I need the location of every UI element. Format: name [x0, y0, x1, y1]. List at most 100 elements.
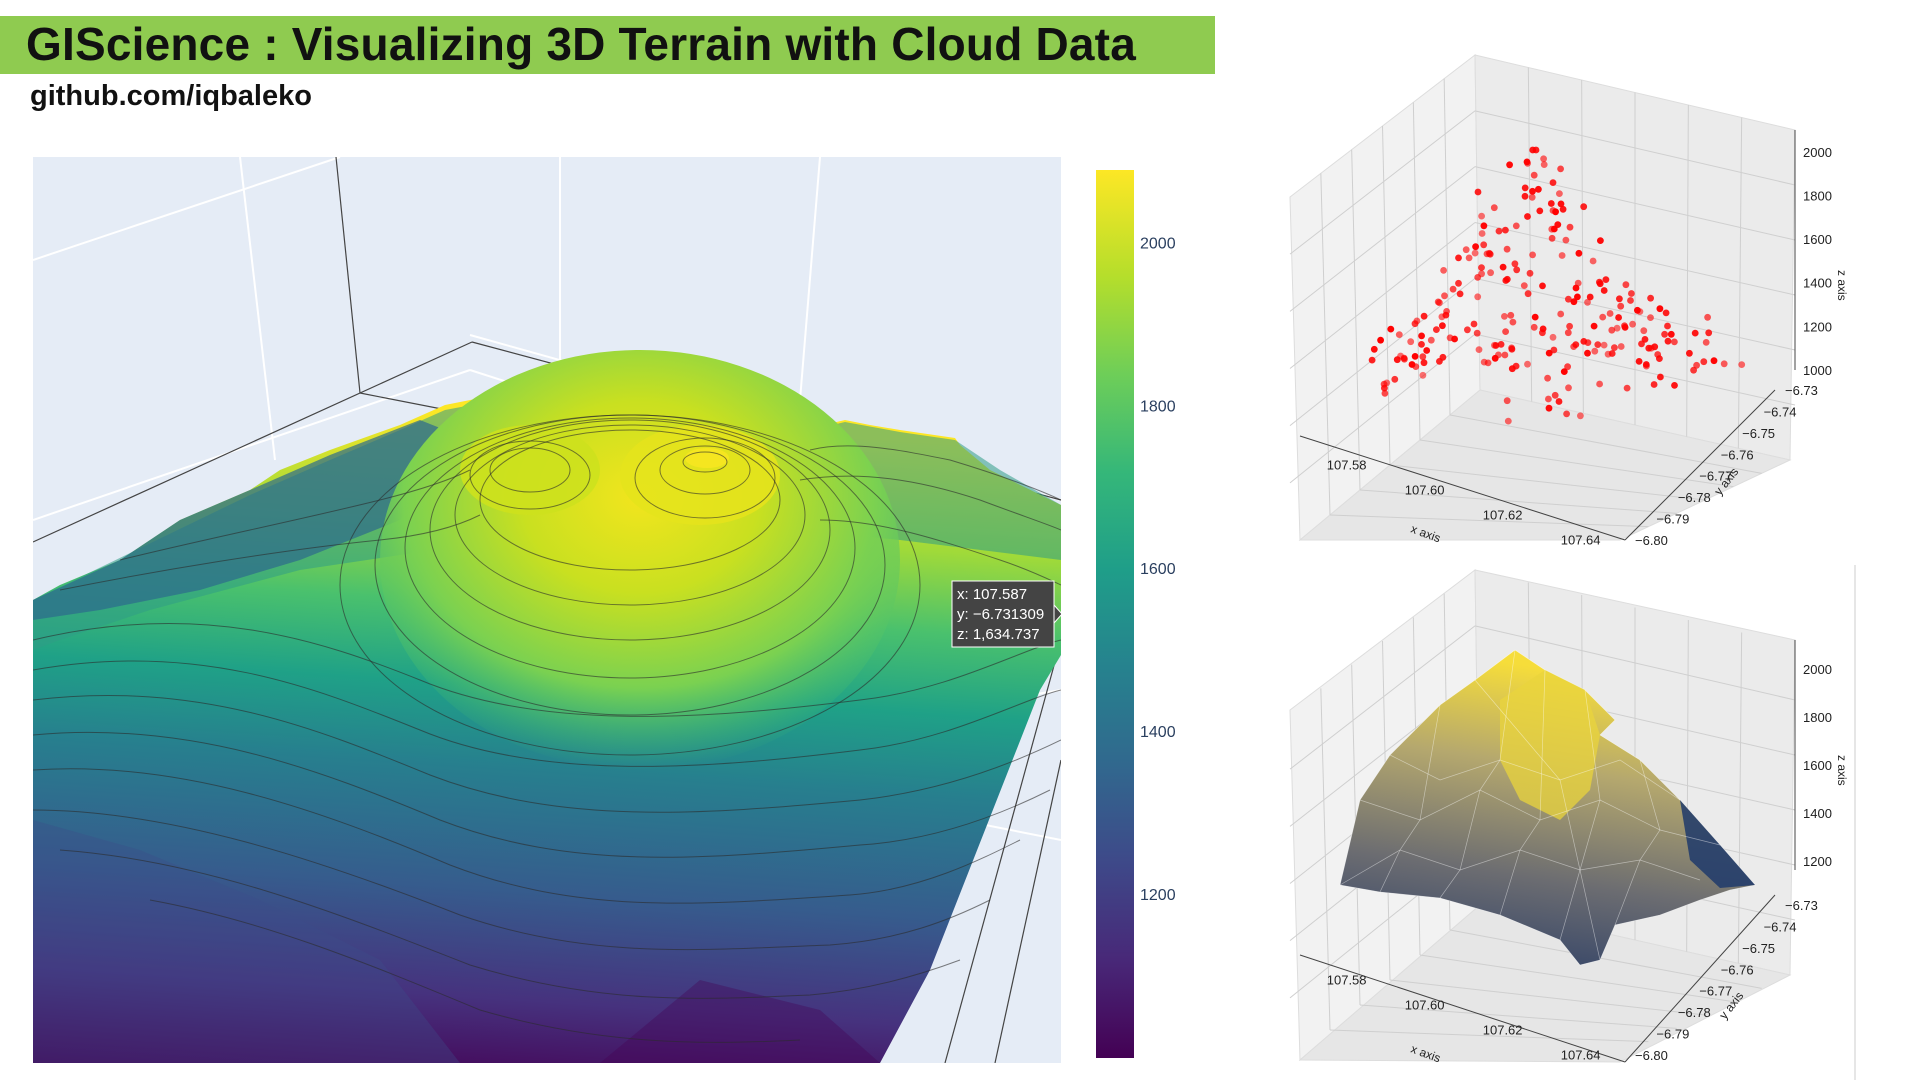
scatter-point [1539, 329, 1546, 337]
sc-z-tick-label: 1800 [1803, 188, 1832, 203]
sc-y-tick-label: −6.80 [1635, 533, 1668, 548]
surface-plot[interactable]: x: 107.587 y: −6.731309 z: 1,634.737 200… [33, 157, 1176, 1063]
scatter-point [1704, 313, 1711, 321]
scatter-point [1441, 292, 1448, 300]
tr-z-tick-label: 1800 [1803, 710, 1832, 725]
scatter-point [1575, 249, 1583, 257]
scatter-point [1381, 384, 1388, 392]
scatter-point [1657, 373, 1664, 381]
scatter-point [1661, 330, 1668, 338]
scatter-point [1650, 381, 1658, 388]
trisurf-x-ticks: 107.58 107.60 107.62 107.64 [1327, 973, 1601, 1063]
scatter-point [1622, 281, 1630, 289]
scatter-point [1465, 254, 1473, 262]
scatter-point [1562, 236, 1570, 244]
colorbar-tick-label: 1800 [1140, 398, 1176, 415]
scatter-point [1381, 390, 1389, 397]
scatter-point [1440, 267, 1447, 274]
scatter-point [1530, 171, 1538, 179]
colorbar-tick-label: 1400 [1140, 724, 1176, 741]
scatter-point [1738, 361, 1746, 368]
scatter-point [1690, 366, 1697, 374]
tr-x-tick-label: 107.60 [1405, 998, 1445, 1013]
scatter-point [1651, 343, 1659, 351]
sc-x-tick-label: 107.60 [1405, 483, 1445, 498]
colorbar-tick-label: 1600 [1140, 561, 1176, 578]
scatter-point [1395, 331, 1403, 338]
scatter-point [1423, 347, 1431, 354]
scatter-point [1566, 322, 1573, 330]
tr-z-tick-label: 2000 [1803, 662, 1832, 677]
scatter-point [1629, 320, 1636, 328]
scatter-point [1524, 360, 1531, 368]
scatter-point [1418, 341, 1425, 348]
tr-z-tick-label: 1600 [1803, 758, 1832, 773]
scatter-point [1387, 325, 1395, 333]
scatter-point [1611, 344, 1618, 351]
scatter-point [1545, 395, 1552, 403]
scatter-plot[interactable]: 107.58 107.60 107.62 107.64 −6.73 −6.74 −6.75… [1289, 53, 1849, 548]
scatter-point [1526, 269, 1534, 277]
terrain-left-slope [33, 420, 470, 620]
scatter-point [1433, 326, 1440, 333]
scatter-point [1552, 208, 1559, 216]
scatter-point [1523, 158, 1531, 166]
scatter-point [1584, 349, 1591, 357]
tr-x-tick-label: 107.62 [1483, 1023, 1523, 1038]
hover-x: x: 107.587 [957, 586, 1027, 603]
scatter-point [1487, 269, 1494, 277]
sc-z-tick-label: 1000 [1803, 363, 1832, 378]
scatter-point [1596, 380, 1603, 388]
scatter-point [1686, 349, 1693, 357]
scatter-point [1490, 204, 1498, 212]
scatter-point [1559, 205, 1567, 213]
scatter-point [1634, 306, 1641, 314]
scatter-point [1449, 285, 1457, 293]
scatter-point [1480, 241, 1488, 249]
tr-y-tick-label: −6.74 [1764, 919, 1797, 934]
scatter-point [1521, 192, 1529, 200]
scatter-point [1574, 293, 1581, 301]
scatter-point [1495, 227, 1503, 235]
scatter-point [1529, 146, 1537, 154]
scatter-x-ticks: 107.58 107.60 107.62 107.64 [1327, 458, 1601, 548]
scatter-point [1589, 257, 1597, 265]
scatter-point [1531, 313, 1539, 321]
scatter-point [1551, 391, 1559, 399]
scatter-point [1501, 351, 1509, 359]
scatter-point [1557, 200, 1565, 208]
scatter-point [1478, 230, 1486, 237]
scatter-point [1647, 314, 1654, 321]
sc-y-tick-label: −6.76 [1721, 447, 1754, 462]
scatter-point [1558, 252, 1566, 259]
trisurf-axes-lines [1299, 640, 1796, 1063]
trisurf-surface [1339, 649, 1756, 966]
scatter-point [1470, 320, 1478, 328]
scatter-point [1545, 349, 1553, 357]
sc-z-tick-label: 1200 [1803, 319, 1832, 334]
scatter-point [1420, 359, 1428, 367]
tr-y-tick-label: −6.79 [1656, 1027, 1689, 1042]
scatter-point [1471, 249, 1479, 257]
scatter-point [1640, 327, 1648, 335]
sc-x-tick-label: 107.64 [1561, 532, 1601, 547]
scatter-point [1485, 249, 1493, 257]
scatter-point [1594, 341, 1602, 348]
scatter-point [1720, 360, 1728, 368]
scatter-point [1539, 282, 1546, 290]
tr-z-tick-label: 1400 [1803, 806, 1832, 821]
tr-y-tick-label: −6.73 [1785, 898, 1818, 913]
trisurf-plot[interactable]: 107.58 107.60 107.62 107.64 −6.73 −6.74 −6.75… [1289, 565, 1856, 1080]
scatter-point [1478, 264, 1485, 271]
scatter-point [1413, 317, 1421, 325]
scatter-point [1368, 356, 1376, 364]
sc-y-tick-label: −6.75 [1742, 426, 1775, 441]
scatter-point [1528, 193, 1536, 201]
scatter-point [1484, 359, 1492, 367]
scatter-point [1408, 361, 1416, 368]
scatter-point [1397, 352, 1404, 360]
scatter-point [1560, 368, 1568, 375]
scatter-point [1455, 279, 1462, 287]
scatter-point [1474, 188, 1482, 196]
